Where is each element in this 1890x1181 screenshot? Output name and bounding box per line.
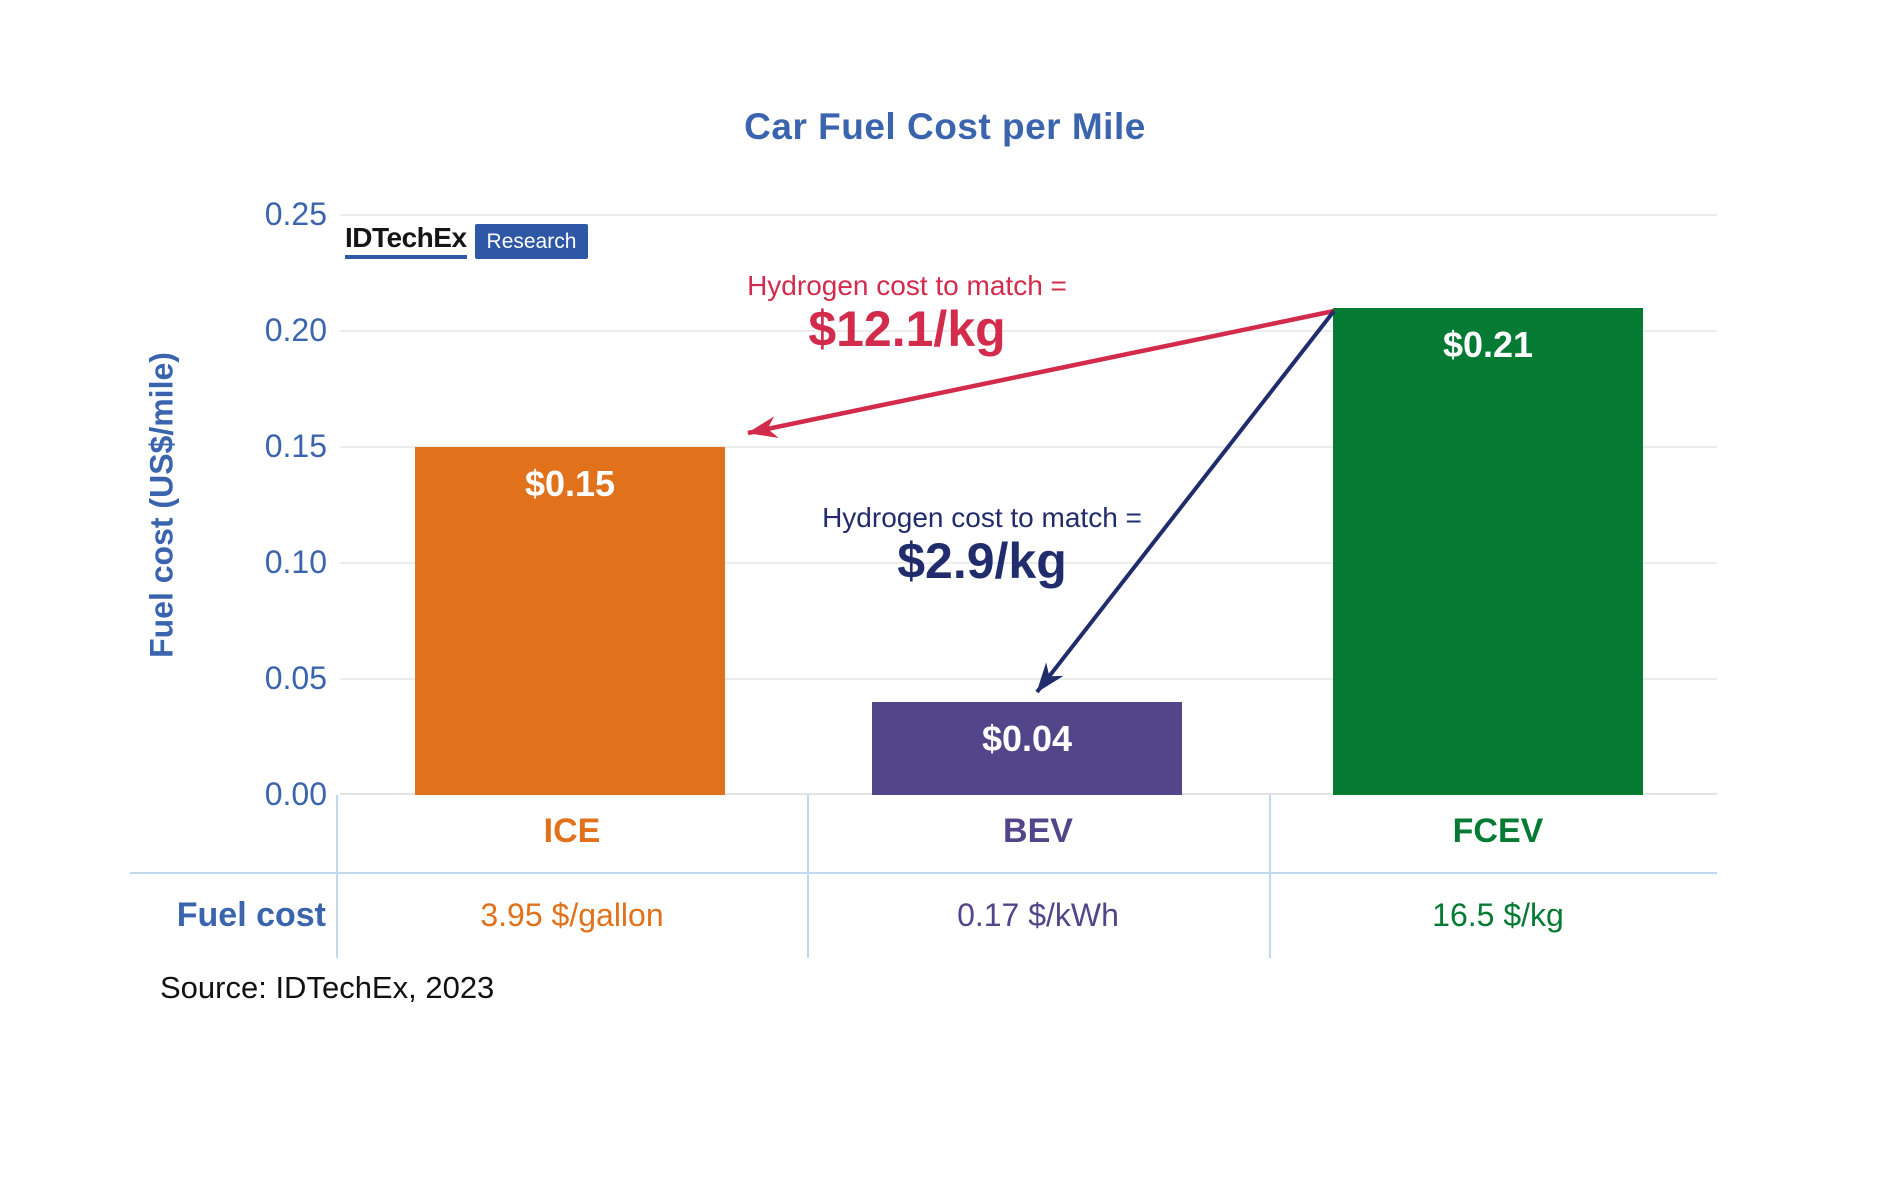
table-divider [336,795,338,958]
source-text: Source: IDTechEx, 2023 [160,970,495,1005]
y-tick-000: 0.00 [264,776,327,812]
y-tick-010: 0.10 [264,544,327,580]
fuel-cost-value-bev: 0.17 $/kWh [957,897,1119,933]
bar-value-label-bev: $0.04 [981,718,1073,759]
annotation-hydrogen-match-bev: Hydrogen cost to match = $2.9/kg [722,502,1242,589]
category-label-fcev: FCEV [1452,812,1544,850]
gridline [340,446,1717,448]
chart-title: Car Fuel Cost per Mile [744,106,1146,147]
fuel-cost-row-header: Fuel cost [176,896,326,934]
y-axis-label: Fuel cost (US$/mile) [143,352,180,658]
gridline [340,678,1717,680]
category-label-ice: ICE [543,812,601,850]
annotation-red-value: $12.1/kg [808,301,1006,358]
bar-value-label-ice: $0.15 [524,463,616,504]
research-badge: Research [474,224,589,259]
annotation-navy-text: Hydrogen cost to match = [822,502,1142,533]
annotation-red-text: Hydrogen cost to match = [747,270,1067,301]
bar-fcev: $0.21 [1333,308,1643,795]
annotation-hydrogen-match-ice: Hydrogen cost to match = $12.1/kg [647,270,1167,357]
bar-bev: $0.04 [872,702,1182,795]
fuel-cost-value-fcev: 16.5 $/kg [1432,897,1564,933]
bar-value-label-fcev: $0.21 [1442,324,1534,365]
y-tick-005: 0.05 [264,660,327,696]
table-divider [807,795,809,958]
idtechex-logo: IDTechEx Research [345,224,589,259]
annotation-navy-value: $2.9/kg [897,533,1067,590]
y-tick-025: 0.25 [264,196,327,232]
bar-ice: $0.15 [415,447,725,795]
y-tick-020: 0.20 [264,312,327,348]
y-tick-015: 0.15 [264,428,327,464]
idtechex-logo-text: IDTechEx [345,224,467,259]
gridline [340,562,1717,564]
table-divider [1269,795,1271,958]
table-divider [130,872,1717,874]
gridline [340,214,1717,216]
category-label-bev: BEV [1003,812,1073,850]
fuel-cost-value-ice: 3.95 $/gallon [480,897,664,933]
